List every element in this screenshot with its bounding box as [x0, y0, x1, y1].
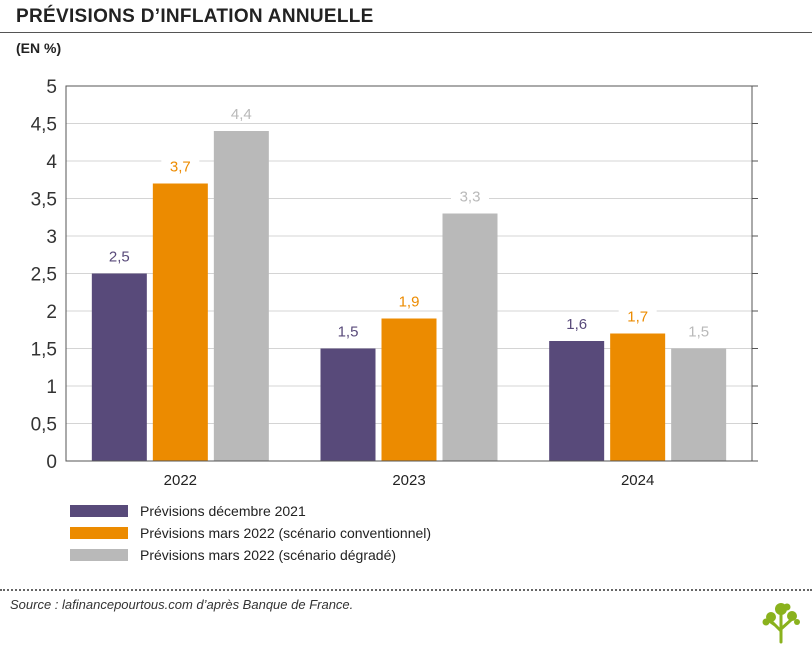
bar [91, 273, 147, 461]
footer-divider [0, 589, 812, 591]
y-tick-label: 0,5 [31, 415, 57, 436]
y-tick-label: 2 [46, 302, 57, 323]
bar [152, 183, 208, 461]
chart-title: PRÉVISIONS D’INFLATION ANNUELLE [16, 6, 374, 27]
data-label-bg [451, 186, 489, 205]
bar [549, 341, 605, 461]
x-tick-label: 2022 [164, 472, 197, 489]
y-tick-label: 2,5 [31, 265, 57, 286]
plot-frame [65, 85, 753, 462]
legend-swatch-march-2022-conventional [70, 527, 128, 539]
unit-label: (EN %) [16, 40, 62, 56]
bar-chart: 0 0,5 1 1,5 2 2,5 3 3,5 4 4,5 5 2,5 3,7 4,4 1,5 1,9 3,3… [31, 77, 758, 489]
legend-item: Prévisions mars 2022 (scénario conventio… [70, 522, 431, 544]
data-label: 1,7 [627, 309, 648, 326]
x-tick-label: 2023 [392, 472, 425, 489]
data-label: 1,6 [566, 316, 587, 333]
data-label: 3,3 [460, 189, 481, 206]
data-label-bg [557, 314, 596, 332]
data-label-bg [161, 156, 200, 175]
bar [213, 131, 269, 461]
y-tick-label: 1,5 [31, 340, 57, 361]
data-label-bg [100, 246, 139, 265]
legend-label: Prévisions mars 2022 (scénario dégradé) [140, 547, 397, 563]
y-tick-label: 4 [46, 152, 57, 173]
legend-label: Prévisions mars 2022 (scénario conventio… [140, 525, 432, 541]
data-label: 1,5 [688, 324, 709, 341]
title-divider [0, 32, 812, 33]
data-label-bg [618, 306, 657, 325]
data-label: 1,5 [338, 324, 359, 341]
tree-icon [762, 603, 800, 644]
legend-item: Prévisions décembre 2021 [70, 500, 431, 522]
legend: Prévisions décembre 2021 Prévisions mars… [70, 500, 431, 566]
x-tick-label: 2024 [621, 472, 654, 489]
legend-swatch-march-2022-degraded [70, 549, 128, 561]
y-tick-label: 5 [46, 77, 57, 98]
source-note: Source : lafinancepourtous.com d’après B… [10, 597, 354, 612]
data-label-bg [222, 104, 261, 122]
legend-item: Prévisions mars 2022 (scénario dégradé) [70, 544, 431, 566]
data-label: 3,7 [170, 159, 191, 176]
data-label-bg [329, 321, 367, 340]
legend-swatch-december-2021 [70, 505, 128, 517]
bar [671, 348, 727, 461]
y-tick-label: 3 [46, 227, 57, 248]
y-tick-label: 3,5 [31, 190, 57, 211]
y-tick-label: 4,5 [31, 115, 57, 136]
bar [320, 348, 376, 461]
data-label-bg [679, 321, 718, 340]
legend-label: Prévisions décembre 2021 [140, 503, 306, 519]
bar [610, 333, 666, 461]
data-label: 1,9 [399, 294, 420, 311]
y-tick-label: 0 [46, 452, 57, 473]
data-label: 4,4 [231, 106, 252, 123]
bar [381, 318, 437, 461]
data-label-bg [390, 291, 428, 310]
y-tick-label: 1 [46, 377, 57, 398]
data-label: 2,5 [109, 249, 130, 266]
bar [442, 213, 498, 461]
